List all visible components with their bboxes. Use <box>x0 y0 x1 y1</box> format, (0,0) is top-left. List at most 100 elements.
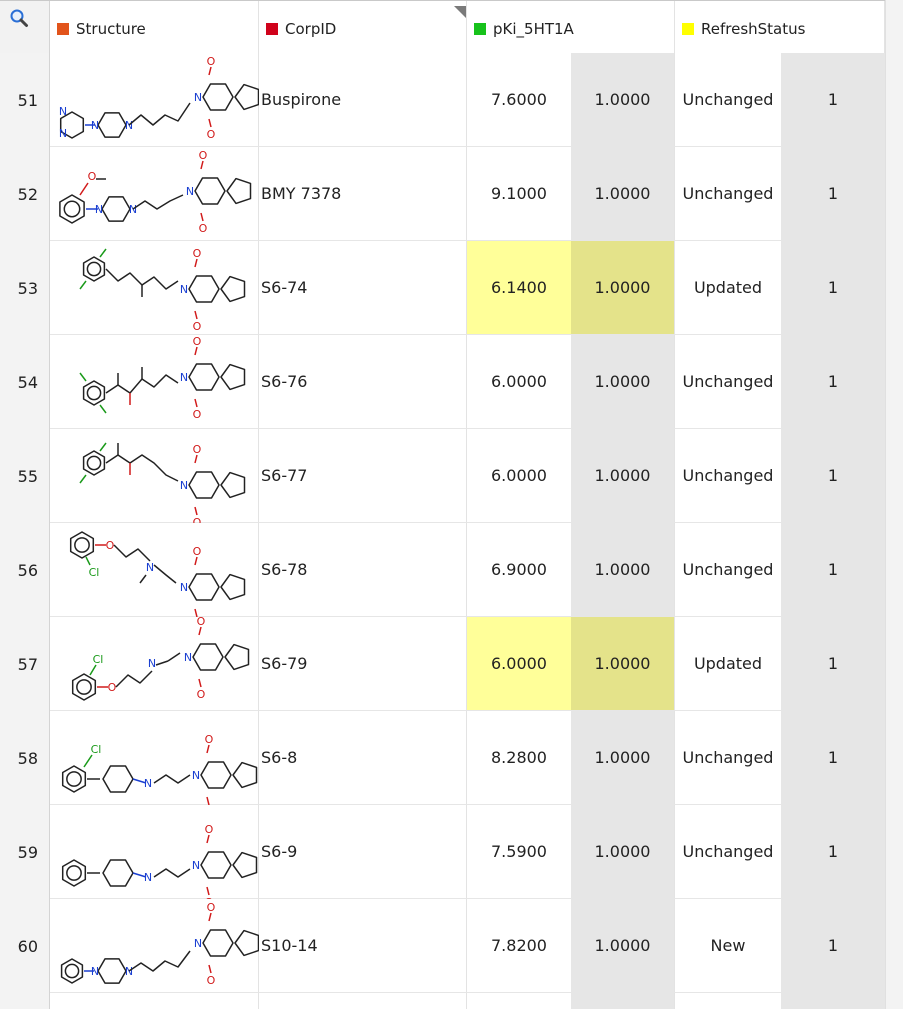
pki-weight-cell[interactable]: 1.0000 <box>571 335 675 429</box>
pki-cell[interactable]: 6.0000 <box>467 429 571 523</box>
corpid-cell[interactable]: Buspirone <box>259 53 467 147</box>
refresh-weight-cell[interactable]: 1 <box>781 429 885 523</box>
refresh-weight-cell[interactable]: 1 <box>781 335 885 429</box>
table-row[interactable]: 57 Cl O N O O N S6-79 6.0000 1.0000 Updated 1 <box>0 617 885 711</box>
row-number[interactable]: 59 <box>17 842 38 862</box>
table-row[interactable]: 54 O O N S6-76 6.0000 1.0000 Unchanged 1 <box>0 335 885 429</box>
table-row[interactable]: 53 O O N S6-74 6.1400 1.0000 Updated 1 <box>0 241 885 335</box>
corpid-cell[interactable]: S10-14 <box>259 899 467 993</box>
pki-weight-cell[interactable]: 1.0000 <box>571 523 675 617</box>
corpid-cell[interactable]: S6-76 <box>259 335 467 429</box>
pki-weight-cell[interactable]: 1.0000 <box>571 147 675 241</box>
svg-text:N: N <box>146 561 154 574</box>
pki-cell[interactable]: 7.5900 <box>467 805 571 899</box>
structure-cell[interactable]: O N N O O N <box>50 147 259 241</box>
svg-text:N: N <box>194 937 202 950</box>
refresh-status-cell[interactable]: Unchanged <box>675 711 781 805</box>
svg-text:N: N <box>95 203 103 216</box>
svg-text:O: O <box>199 222 208 235</box>
corpid-cell[interactable]: S6-79 <box>259 617 467 711</box>
column-header-structure[interactable]: Structure <box>50 1 259 53</box>
corpid-cell[interactable]: S6-8 <box>259 711 467 805</box>
refresh-weight-cell[interactable]: 1 <box>781 711 885 805</box>
refresh-weight-cell[interactable]: 1 <box>781 241 885 335</box>
table-row[interactable]: 55 O O N S6-77 6.0000 1.0000 Unchanged 1 <box>0 429 885 523</box>
row-number[interactable]: 53 <box>17 278 38 298</box>
structure-cell[interactable]: O O N <box>50 429 259 523</box>
row-number[interactable]: 57 <box>17 654 38 674</box>
pki-cell[interactable]: 6.9000 <box>467 523 571 617</box>
pki-weight-cell[interactable]: 1.0000 <box>571 899 675 993</box>
refresh-weight-cell[interactable]: 1 <box>781 523 885 617</box>
refresh-weight-cell[interactable]: 1 <box>781 53 885 147</box>
pki-cell[interactable]: 6.1400 <box>467 241 571 335</box>
table-row[interactable]: 52 O N N O O N BMY 7378 9.1000 1.0000 Unchanged 1 <box>0 147 885 241</box>
refresh-weight-cell[interactable]: 1 <box>781 899 885 993</box>
refresh-status-cell[interactable]: Unchanged <box>675 429 781 523</box>
row-number[interactable]: 58 <box>17 748 38 768</box>
refresh-weight-cell[interactable]: 1 <box>781 617 885 711</box>
pki-cell[interactable]: 6.0000 <box>467 335 571 429</box>
corpid-color-swatch <box>266 23 278 35</box>
zoom-search-icon[interactable] <box>9 8 29 28</box>
structure-cell[interactable]: OClNOON <box>50 523 259 617</box>
refresh-status-cell[interactable]: Unchanged <box>675 147 781 241</box>
pki-cell[interactable]: 7.8200 <box>467 899 571 993</box>
refresh-status-cell[interactable]: Unchanged <box>675 805 781 899</box>
table-row[interactable]: 60 N N O O N S10-14 7.8200 1.0000 New 1 <box>0 899 885 993</box>
pki-weight-cell[interactable]: 1.0000 <box>571 805 675 899</box>
pki-cell[interactable]: 9.1000 <box>467 147 571 241</box>
corner-cell[interactable] <box>0 1 50 53</box>
row-number[interactable]: 60 <box>17 936 38 956</box>
row-number[interactable]: 56 <box>17 560 38 580</box>
refresh-status-cell[interactable]: New <box>675 899 781 993</box>
table-row[interactable]: 51 N N N N O O N Buspirone 7.6000 1.0000 Unchanged 1 <box>0 53 885 147</box>
row-number[interactable]: 55 <box>17 466 38 486</box>
refresh-status-cell[interactable]: Updated <box>675 617 781 711</box>
pki-weight-cell[interactable]: 1.0000 <box>571 429 675 523</box>
row-number[interactable]: 54 <box>17 372 38 392</box>
pki-cell[interactable]: 6.0000 <box>467 617 571 711</box>
corpid-cell[interactable]: S6-9 <box>259 805 467 899</box>
molecule-structure-icon: Cl O N O O N <box>71 617 250 701</box>
structure-cell[interactable]: ClNOON <box>50 711 259 805</box>
svg-text:O: O <box>207 974 216 987</box>
refresh-weight-cell[interactable]: 1 <box>781 147 885 241</box>
pki-weight-cell[interactable]: 1.0000 <box>571 711 675 805</box>
structure-cell[interactable]: Cl O N O O N <box>50 617 259 711</box>
refresh-status-cell[interactable]: Unchanged <box>675 53 781 147</box>
structure-cell[interactable]: O O N <box>50 335 259 429</box>
pki-weight-cell[interactable]: 1.0000 <box>571 241 675 335</box>
structure-cell[interactable]: O O N <box>50 241 259 335</box>
pki-cell[interactable]: 7.6000 <box>467 53 571 147</box>
refresh-status-cell[interactable]: Unchanged <box>675 523 781 617</box>
pki-weight-cell[interactable]: 1.0000 <box>571 617 675 711</box>
structure-cell[interactable]: N O O N <box>50 805 259 899</box>
svg-text:N: N <box>186 185 194 198</box>
molecule-structure-icon: N N O O N <box>60 901 259 987</box>
pki-cell[interactable]: 8.2800 <box>467 711 571 805</box>
sort-indicator-icon[interactable] <box>454 6 466 18</box>
corpid-cell[interactable]: S6-78 <box>259 523 467 617</box>
vertical-scrollbar[interactable] <box>885 0 903 1009</box>
column-header-label: CorpID <box>285 20 337 38</box>
corpid-cell[interactable]: S6-74 <box>259 241 467 335</box>
column-header-pki[interactable]: pKi_5HT1A <box>467 1 675 53</box>
column-header-refresh-status[interactable]: RefreshStatus <box>675 1 885 53</box>
row-number[interactable]: 51 <box>17 90 38 110</box>
corpid-cell[interactable]: BMY 7378 <box>259 147 467 241</box>
refresh-weight-cell[interactable]: 1 <box>781 805 885 899</box>
refresh-status-cell[interactable]: Updated <box>675 241 781 335</box>
pki-color-swatch <box>474 23 486 35</box>
refresh-status-cell[interactable]: Unchanged <box>675 335 781 429</box>
column-header-corpid[interactable]: CorpID <box>259 1 467 53</box>
corpid-cell[interactable]: S6-77 <box>259 429 467 523</box>
pki-weight-cell[interactable]: 1.0000 <box>571 53 675 147</box>
row-number[interactable]: 52 <box>17 184 38 204</box>
